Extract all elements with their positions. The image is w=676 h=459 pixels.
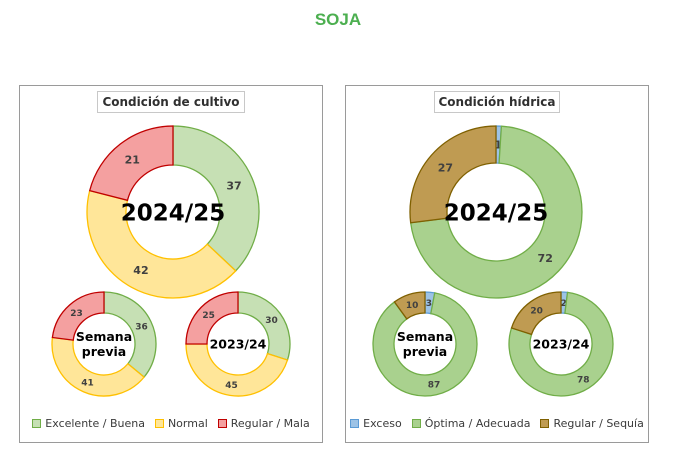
center-label: previa bbox=[403, 344, 447, 359]
slice-regular-sequia bbox=[409, 125, 497, 224]
data-label-excelente-buena: 30 bbox=[265, 316, 278, 326]
center-label: 2023/24 bbox=[210, 337, 267, 352]
slice-regular-mala bbox=[185, 291, 239, 345]
data-label-optima-adecuada: 87 bbox=[428, 381, 441, 391]
panel-title: Condición hídrica bbox=[433, 91, 561, 113]
data-label-normal: 45 bbox=[225, 381, 238, 391]
legend-label: Normal bbox=[167, 417, 208, 430]
data-label-normal: 41 bbox=[81, 378, 94, 388]
legend-swatch bbox=[217, 419, 227, 428]
slice-normal bbox=[86, 189, 237, 299]
legend-label: Regular / Mala bbox=[230, 417, 310, 430]
data-label-regular-mala: 23 bbox=[70, 309, 83, 319]
data-label-excelente-buena: 36 bbox=[135, 323, 148, 333]
data-label-regular-sequia: 10 bbox=[406, 301, 419, 311]
legend-label: Excelente / Buena bbox=[45, 417, 145, 430]
slice-regular-mala bbox=[88, 125, 174, 202]
data-label-regular-mala: 21 bbox=[125, 153, 140, 166]
center-label: 2023/24 bbox=[533, 337, 590, 352]
donut-2023-24: 2 78 20 2023/24 bbox=[508, 291, 614, 397]
data-label-normal: 42 bbox=[133, 264, 148, 277]
slice-optima-adecuada bbox=[409, 125, 583, 299]
legend-item-normal: Normal bbox=[154, 417, 208, 430]
slice-normal bbox=[185, 343, 289, 397]
data-label-exceso: 2 bbox=[560, 299, 566, 309]
data-label-optima-adecuada: 72 bbox=[538, 252, 553, 265]
legend-label: Regular / Sequía bbox=[553, 417, 644, 430]
page-title: SOJA bbox=[314, 10, 362, 29]
center-label: Semana bbox=[76, 329, 132, 344]
data-label-regular-mala: 25 bbox=[202, 311, 215, 321]
legend-swatch bbox=[350, 419, 360, 428]
data-label-regular-sequia: 27 bbox=[438, 161, 453, 174]
legend-label: Óptima / Adecuada bbox=[424, 417, 531, 430]
slice-regular-sequia bbox=[393, 291, 426, 320]
data-label-regular-sequia: 20 bbox=[530, 307, 543, 317]
legend-item-regular-mala: Regular / Mala bbox=[217, 417, 310, 430]
legend: Exceso Óptima / Adecuada Regular / Sequí… bbox=[346, 417, 648, 430]
slice-excelente-buena bbox=[172, 125, 260, 272]
legend-swatch bbox=[540, 419, 550, 428]
slice-optima-adecuada bbox=[372, 292, 478, 397]
legend: Excelente / Buena Normal Regular / Mala bbox=[20, 417, 322, 430]
legend-swatch bbox=[411, 419, 421, 428]
data-label-excelente-buena: 37 bbox=[226, 180, 241, 193]
data-label-optima-adecuada: 78 bbox=[577, 375, 590, 385]
legend-swatch bbox=[154, 419, 164, 428]
center-label: previa bbox=[82, 344, 126, 359]
donut-2024-25: 37 42 21 2024/25 bbox=[86, 125, 260, 299]
legend-label: Exceso bbox=[363, 417, 402, 430]
legend-item-excelente-buena: Excelente / Buena bbox=[32, 417, 145, 430]
slice-regular-sequia bbox=[510, 291, 562, 336]
panel-title: Condición de cultivo bbox=[97, 91, 245, 113]
donut-2023-24: 30 45 25 2023/24 bbox=[185, 291, 291, 397]
data-label-exceso: 1 bbox=[494, 138, 502, 151]
center-label: 2024/25 bbox=[121, 200, 225, 226]
data-label-exceso: 3 bbox=[426, 299, 432, 309]
center-label: Semana bbox=[397, 329, 453, 344]
chart-panel-condicion-cultivo: 37 42 21 2024/25 36 41 23 Semana previa 30 45 25 202… bbox=[19, 85, 323, 443]
slice-normal bbox=[51, 336, 145, 397]
legend-swatch bbox=[32, 419, 42, 428]
legend-item-exceso: Exceso bbox=[350, 417, 402, 430]
slice-regular-mala bbox=[51, 291, 105, 341]
legend-item-regular-sequia: Regular / Sequía bbox=[540, 417, 644, 430]
center-label: 2024/25 bbox=[444, 200, 548, 226]
legend-item-optima-adecuada: Óptima / Adecuada bbox=[411, 417, 531, 430]
chart-panel-condicion-hidrica: 1 72 27 2024/25 3 87 10 Semana previa 2 78 20 2023/2… bbox=[345, 85, 649, 443]
donut-2024-25: 1 72 27 2024/25 bbox=[409, 125, 583, 299]
slice-optima-adecuada bbox=[508, 291, 614, 397]
